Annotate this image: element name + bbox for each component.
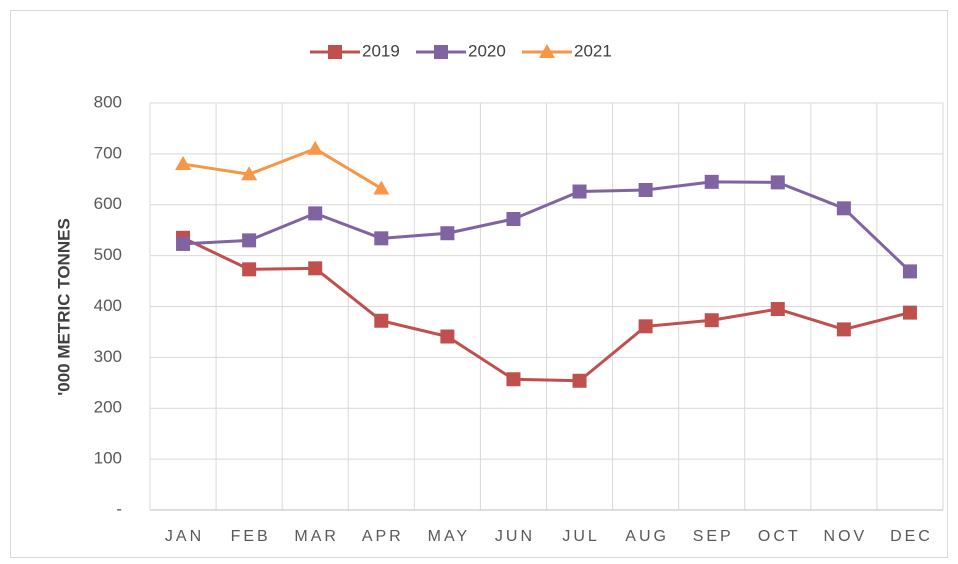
marker <box>308 261 323 276</box>
marker <box>770 175 785 190</box>
x-tick-label: APR <box>362 528 404 545</box>
marker <box>176 236 191 251</box>
x-tick-label: MAR <box>294 528 339 545</box>
marker <box>374 231 389 246</box>
legend-label: 2020 <box>468 41 506 60</box>
marker <box>572 184 587 199</box>
x-tick-label: AUG <box>625 528 669 545</box>
y-tick-label: 500 <box>94 245 122 264</box>
y-tick-label: 700 <box>94 143 122 162</box>
marker <box>440 329 455 344</box>
legend-marker <box>434 45 448 59</box>
marker <box>373 180 390 195</box>
chart-border <box>10 10 948 558</box>
marker <box>308 206 323 221</box>
marker <box>836 201 851 216</box>
x-tick-label: JAN <box>165 528 204 545</box>
x-tick-label: SEP <box>693 528 734 545</box>
y-tick-label: 400 <box>94 296 122 315</box>
marker <box>836 322 851 337</box>
marker <box>242 262 257 277</box>
marker <box>704 313 719 328</box>
x-tick-label: OCT <box>758 528 801 545</box>
series-line <box>182 236 911 383</box>
marker <box>638 182 653 197</box>
x-tick-label: FEB <box>231 528 271 545</box>
marker <box>704 174 719 189</box>
marker <box>307 140 324 155</box>
x-tick-label: JUN <box>495 528 535 545</box>
y-tick-label: 200 <box>94 398 122 417</box>
marker <box>572 373 587 388</box>
y-tick-label: 800 <box>94 92 122 111</box>
y-tick-label: 100 <box>94 449 122 468</box>
legend-label: 2019 <box>362 41 400 60</box>
marker <box>241 166 258 181</box>
marker <box>902 305 917 320</box>
x-tick-label: JUL <box>562 528 599 545</box>
marker <box>175 156 192 171</box>
marker <box>770 302 785 317</box>
y-tick-label: 300 <box>94 347 122 366</box>
legend-marker <box>328 45 342 59</box>
x-tick-label: MAY <box>428 528 470 545</box>
y-tick-label: - <box>116 499 122 518</box>
marker <box>902 264 917 279</box>
y-tick-label: 600 <box>94 194 122 213</box>
marker <box>506 211 521 226</box>
marker <box>440 226 455 241</box>
x-tick-label: DEC <box>890 528 933 545</box>
legend-label: 2021 <box>574 41 612 60</box>
marker <box>374 313 389 328</box>
marker <box>638 319 653 334</box>
x-tick-label: NOV <box>824 528 868 545</box>
marker <box>506 372 521 387</box>
series-line <box>182 147 383 190</box>
y-axis-label: '000 METRIC TONNES <box>54 218 73 396</box>
series-line <box>182 180 911 273</box>
marker <box>242 233 257 248</box>
legend-marker <box>539 44 555 58</box>
